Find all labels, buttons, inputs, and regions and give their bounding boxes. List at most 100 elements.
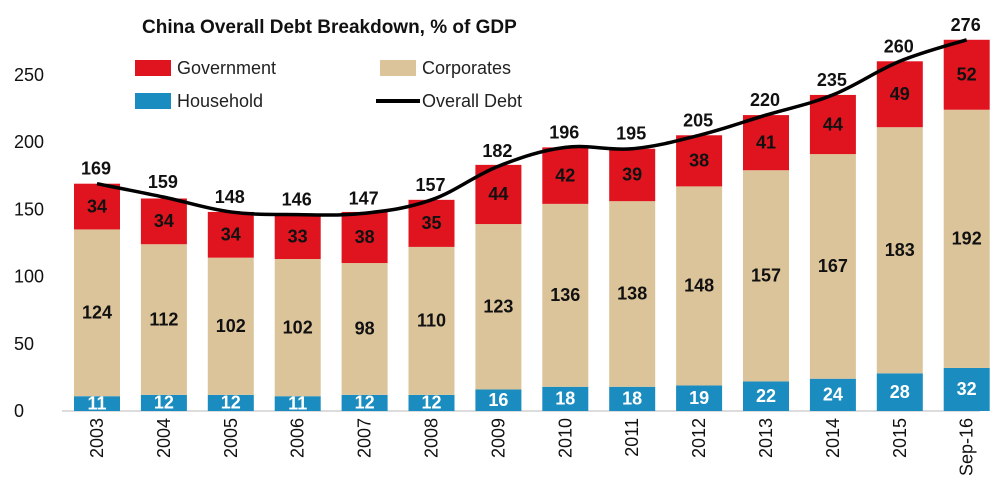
- data-label: 32: [957, 379, 977, 399]
- legend: Government Corporates Household Overall Deb…: [135, 58, 522, 111]
- corporates-segment: [609, 201, 656, 387]
- data-label: 138: [617, 284, 647, 304]
- household-segment: [207, 394, 254, 411]
- corporates-segment: [743, 170, 789, 382]
- x-tick-label: 2011: [622, 418, 642, 457]
- household-segment: [943, 367, 990, 411]
- government-segment: [809, 94, 856, 155]
- legend-label: Household: [177, 91, 263, 111]
- data-label: 183: [885, 240, 915, 260]
- data-label: 16: [488, 390, 508, 410]
- legend-label: Government: [177, 58, 276, 78]
- overall-debt-line: [96, 38, 968, 217]
- total-label: 147: [349, 188, 379, 208]
- corporates-segment: [943, 109, 990, 368]
- y-tick-label: 200: [14, 132, 44, 152]
- data-label: 110: [417, 311, 446, 331]
- legend-overall-debt: Overall Debt: [376, 91, 522, 111]
- government-segment: [207, 211, 254, 258]
- x-tick-label: 2004: [154, 418, 174, 458]
- data-label: 19: [689, 388, 709, 408]
- data-label: 11: [87, 393, 106, 413]
- corporates-segment: [809, 154, 856, 379]
- y-tick-label: 0: [14, 401, 24, 421]
- data-label: 38: [689, 151, 709, 171]
- household-segment: [341, 394, 388, 411]
- legend-government: Government: [135, 58, 276, 78]
- data-label: 34: [154, 211, 174, 231]
- government-segment: [408, 199, 455, 247]
- x-tick-label: 2009: [488, 418, 508, 458]
- corporates-segment: [408, 246, 455, 395]
- total-label: 169: [81, 159, 111, 179]
- legend-label: Overall Debt: [422, 91, 522, 111]
- x-axis: 2003 2004 2005 2006 2007 2008 2009 2010 2011 2012…: [87, 418, 977, 476]
- data-label: 12: [221, 393, 241, 413]
- data-label: 123: [483, 297, 513, 317]
- data-label: 33: [288, 227, 308, 247]
- x-tick-label: Sep-16: [957, 418, 977, 476]
- y-tick-label: 250: [14, 65, 44, 85]
- total-label: 182: [482, 141, 512, 161]
- data-label: 157: [751, 266, 781, 286]
- data-label: 98: [355, 319, 375, 339]
- government-segment: [609, 148, 656, 202]
- government-segment: [140, 198, 187, 245]
- total-label: 205: [683, 110, 713, 130]
- data-label: 18: [555, 389, 575, 409]
- government-segment: [274, 214, 321, 260]
- data-label: 34: [87, 196, 107, 216]
- household-segment: [74, 396, 120, 411]
- household-segment: [609, 386, 656, 411]
- government-segment: [743, 115, 789, 171]
- total-label: 220: [750, 90, 780, 110]
- data-label: 41: [756, 132, 776, 152]
- legend-swatch: [380, 60, 416, 76]
- total-label: 260: [884, 36, 914, 56]
- data-label: 112: [149, 309, 178, 329]
- household-segment: [876, 373, 923, 411]
- data-label: 12: [421, 393, 441, 413]
- government-segment: [676, 135, 723, 187]
- data-label: 12: [355, 393, 375, 413]
- government-segment: [943, 39, 990, 110]
- corporates-segment: [475, 224, 522, 390]
- government-segment: [74, 183, 120, 230]
- x-tick-label: 2015: [890, 418, 910, 458]
- corporates-segment: [274, 259, 321, 397]
- overall-debt-line-group: [96, 38, 968, 217]
- household-segment: [274, 396, 321, 411]
- data-label: 22: [756, 386, 776, 406]
- household-segment: [676, 385, 723, 411]
- corporates-segment: [207, 257, 254, 395]
- total-label: 196: [549, 122, 579, 142]
- data-label: 52: [957, 65, 977, 85]
- data-label: 38: [355, 227, 375, 247]
- government-segment: [542, 147, 589, 204]
- corporates-segment: [341, 263, 388, 395]
- chart-title: China Overall Debt Breakdown, % of GDP: [142, 17, 517, 38]
- legend-swatch: [135, 60, 171, 76]
- data-label: 28: [890, 382, 910, 402]
- x-tick-label: 2007: [355, 418, 375, 458]
- x-tick-label: 2003: [87, 418, 107, 458]
- labels: 11 124 34 12 112 34 12 102 34 11 102 33 12 98 38 12 110 3…: [81, 15, 982, 414]
- household-segment: [809, 378, 856, 411]
- data-label: 18: [622, 389, 642, 409]
- total-label: 159: [148, 172, 178, 192]
- x-tick-label: 2013: [756, 418, 776, 458]
- x-tick-label: 2006: [288, 418, 308, 458]
- household-segment: [140, 394, 187, 411]
- corporates-segment: [676, 186, 723, 386]
- x-tick-label: 2005: [221, 418, 241, 458]
- data-label: 44: [823, 114, 843, 134]
- y-tick-label: 50: [14, 334, 34, 354]
- legend-household: Household: [135, 91, 263, 111]
- legend-swatch: [135, 93, 171, 109]
- corporates-segment: [74, 229, 120, 397]
- total-label: 146: [282, 190, 312, 210]
- government-segment: [876, 61, 923, 128]
- bars: [74, 39, 990, 411]
- household-segment: [475, 389, 522, 411]
